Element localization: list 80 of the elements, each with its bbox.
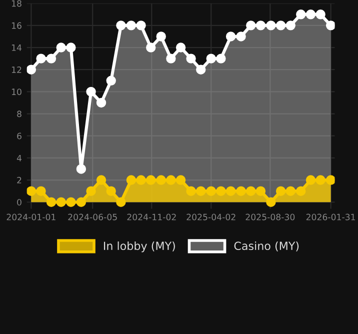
legend-label: Casino (MY)	[234, 241, 299, 252]
x-tick-label: 2024-06-05	[68, 214, 117, 220]
point	[36, 54, 46, 64]
point	[46, 54, 56, 64]
point	[186, 186, 196, 196]
point	[166, 54, 176, 64]
point	[126, 175, 136, 185]
point	[216, 54, 226, 64]
y-tick-label: 2	[17, 176, 22, 184]
point	[106, 186, 116, 196]
point	[146, 175, 156, 185]
y-tick-label: 4	[16, 154, 22, 162]
point	[286, 186, 296, 196]
x-tick-label: 2025-08-30	[246, 214, 295, 220]
point	[246, 20, 256, 30]
point	[206, 186, 216, 196]
point	[136, 20, 146, 30]
x-tick-label: 2024-11-02	[127, 214, 176, 220]
point	[306, 10, 316, 20]
point	[26, 64, 36, 74]
point	[166, 175, 176, 185]
point	[266, 197, 276, 207]
point	[296, 10, 306, 20]
point	[286, 20, 296, 30]
y-tick-label: 16	[12, 22, 22, 29]
point	[296, 186, 306, 196]
point	[196, 64, 206, 74]
point	[116, 197, 126, 207]
point	[236, 32, 246, 42]
legend-label: In lobby (MY)	[104, 241, 175, 252]
point	[306, 175, 316, 185]
y-tick-label: 18	[12, 0, 22, 7]
point	[316, 10, 326, 20]
point	[106, 76, 116, 86]
point	[146, 42, 156, 52]
y-tick-label: 14	[12, 44, 22, 51]
point	[316, 175, 326, 185]
point	[86, 186, 96, 196]
point	[66, 197, 76, 207]
point	[176, 42, 186, 52]
point	[156, 175, 166, 185]
point	[116, 20, 126, 30]
point	[176, 175, 186, 185]
y-tick-label: 10	[12, 88, 22, 96]
x-tick-label: 2025-04-02	[186, 214, 236, 220]
point	[56, 42, 66, 52]
point	[276, 20, 286, 30]
point	[36, 186, 46, 196]
x-tick-label: 2024-01-01	[6, 214, 56, 220]
point	[76, 164, 86, 174]
point	[56, 197, 66, 207]
point	[76, 197, 86, 207]
point	[216, 186, 226, 196]
point	[236, 186, 246, 196]
y-tick-label: 0	[17, 199, 22, 206]
y-tick-label: 8	[17, 110, 22, 118]
point	[266, 20, 276, 30]
point	[156, 32, 166, 42]
point	[246, 186, 256, 196]
point	[256, 20, 266, 30]
point	[326, 20, 335, 30]
point	[136, 175, 146, 185]
point	[276, 186, 286, 196]
point	[186, 54, 196, 64]
point	[256, 186, 266, 196]
point	[96, 175, 106, 185]
point	[26, 186, 36, 196]
point	[226, 32, 236, 42]
point	[226, 186, 236, 196]
point	[46, 197, 56, 207]
point	[196, 186, 206, 196]
y-tick-label: 12	[12, 66, 22, 73]
point	[126, 20, 136, 30]
x-tick-label: 2026-01-31	[306, 214, 356, 220]
point	[86, 86, 96, 97]
point	[206, 54, 216, 64]
y-tick-label: 6	[17, 132, 22, 140]
point	[66, 42, 76, 52]
point	[326, 175, 335, 185]
point	[96, 98, 106, 108]
